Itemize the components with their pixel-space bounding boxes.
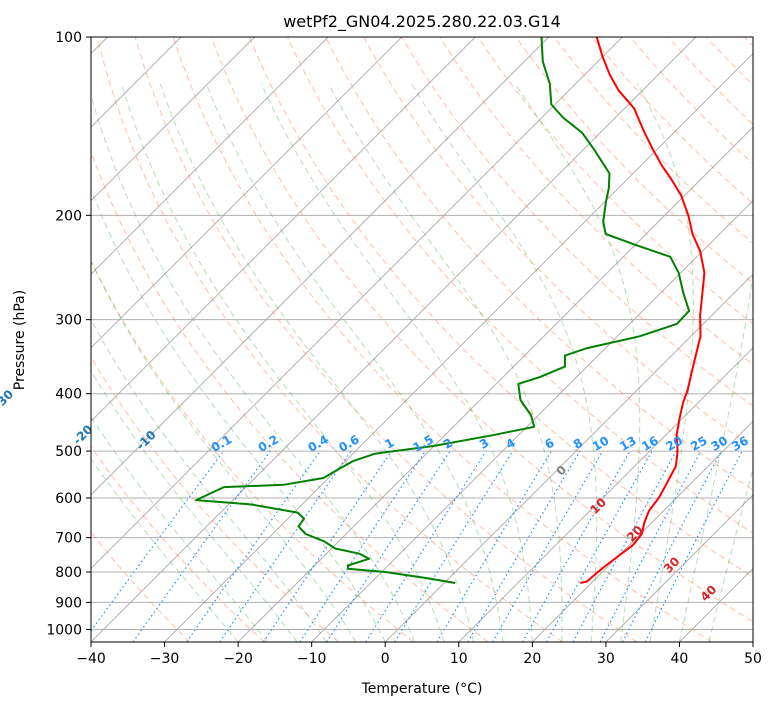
y-tick-label: 1000 <box>46 622 82 638</box>
moist-adiabat-line <box>708 467 753 642</box>
moist-adiabat-line <box>205 83 504 642</box>
dry-adiabat-line <box>172 37 713 642</box>
isotherm-line <box>605 494 753 642</box>
y-tick-label: 500 <box>55 444 82 460</box>
mixing-ratio-line <box>599 450 702 642</box>
y-tick-label: 800 <box>55 565 82 581</box>
isotherm-line <box>91 37 550 496</box>
dry-adiabat-line <box>91 259 414 642</box>
x-tick-label: 50 <box>744 651 762 667</box>
isotherm-line <box>91 37 697 642</box>
x-axis-label: Temperature (°C) <box>361 681 483 697</box>
isotherm-line <box>164 52 753 642</box>
plot-background <box>91 37 753 642</box>
mixing-ratio-line <box>394 450 514 642</box>
moist-adiabat-line <box>91 415 268 642</box>
dry-adiabat-line <box>91 445 265 642</box>
mixing-ratio-line <box>467 450 581 642</box>
temperature-profile-line <box>580 37 706 584</box>
moist-adiabat-line <box>678 270 753 642</box>
dry-adiabat-line <box>325 37 753 491</box>
mixing-ratio-line <box>365 450 487 642</box>
moist-adiabat-line <box>91 93 416 642</box>
chart-title: wetPf2_GN04.2025.280.22.03.G14 <box>283 12 561 32</box>
isotherm-line <box>458 347 753 642</box>
x-tick-label: 0 <box>381 651 390 667</box>
mixing-ratio-line <box>132 450 271 642</box>
mixing-ratio-line <box>299 450 426 642</box>
isotherm-line <box>752 641 753 642</box>
isotherm-line <box>91 37 623 570</box>
x-tick-label: −20 <box>223 651 253 667</box>
mixing-ratio-line <box>219 450 352 642</box>
mixing-ratio-line <box>186 450 321 642</box>
x-tick-label: 10 <box>450 651 468 667</box>
moist-adiabat-line <box>91 457 239 642</box>
dry-adiabat-line <box>248 37 753 578</box>
y-axis-label: Pressure (hPa) <box>12 290 28 390</box>
grid-layer <box>91 37 753 642</box>
plot-frame <box>90 36 754 643</box>
moist-adiabat-line <box>636 83 694 642</box>
mixing-ratio-line <box>326 450 451 642</box>
moist-adiabat-line <box>159 83 474 642</box>
moist-adiabat-line <box>328 83 563 642</box>
x-tick-label: 20 <box>523 651 541 667</box>
y-tick-label: 100 <box>55 30 82 46</box>
dry-adiabat-line <box>210 37 753 623</box>
mixing-ratio-line <box>436 450 553 642</box>
mixing-ratio-line <box>572 450 677 642</box>
dry-adiabat-line <box>515 37 753 284</box>
y-tick-label: 300 <box>55 313 82 329</box>
x-tick-label: −10 <box>297 651 327 667</box>
moist-adiabat-line <box>91 188 386 642</box>
y-tick-label: 900 <box>55 595 82 611</box>
dry-adiabat-line <box>287 37 753 534</box>
moist-adiabat-line <box>91 369 298 642</box>
moist-adiabat-line <box>121 83 445 642</box>
dewpoint-profile-line <box>195 37 691 584</box>
y-tick-label: 600 <box>55 491 82 507</box>
y-tick-label: 200 <box>55 208 82 224</box>
x-tick-label: −30 <box>150 651 180 667</box>
moist-adiabat-line <box>260 83 533 642</box>
mixing-ratio-line <box>262 450 392 642</box>
isotherm-line <box>384 273 753 642</box>
y-tick-label: 400 <box>55 387 82 403</box>
x-tick-label: −40 <box>76 651 106 667</box>
moist-adiabat-line <box>91 259 357 642</box>
dry-adiabat-line <box>134 37 638 642</box>
moist-adiabat-line <box>91 318 327 642</box>
isotherm-line <box>91 37 403 349</box>
axis-layer: −40 −30 −20 −10 0 10 20 30 40 50 100 200 300 400 500 60… <box>46 30 762 667</box>
series-layer <box>195 37 706 584</box>
isotherm-line <box>237 126 753 642</box>
x-tick-label: 30 <box>597 651 615 667</box>
dry-adiabat-line <box>96 37 563 642</box>
y-tick-label: 700 <box>55 531 82 547</box>
isotherm-line <box>91 37 329 275</box>
x-tick-label: 40 <box>671 651 689 667</box>
isotherm-line <box>531 420 753 642</box>
isotherm-line <box>91 37 476 423</box>
isotherm-line <box>91 37 256 202</box>
moist-adiabat-line <box>514 83 641 642</box>
